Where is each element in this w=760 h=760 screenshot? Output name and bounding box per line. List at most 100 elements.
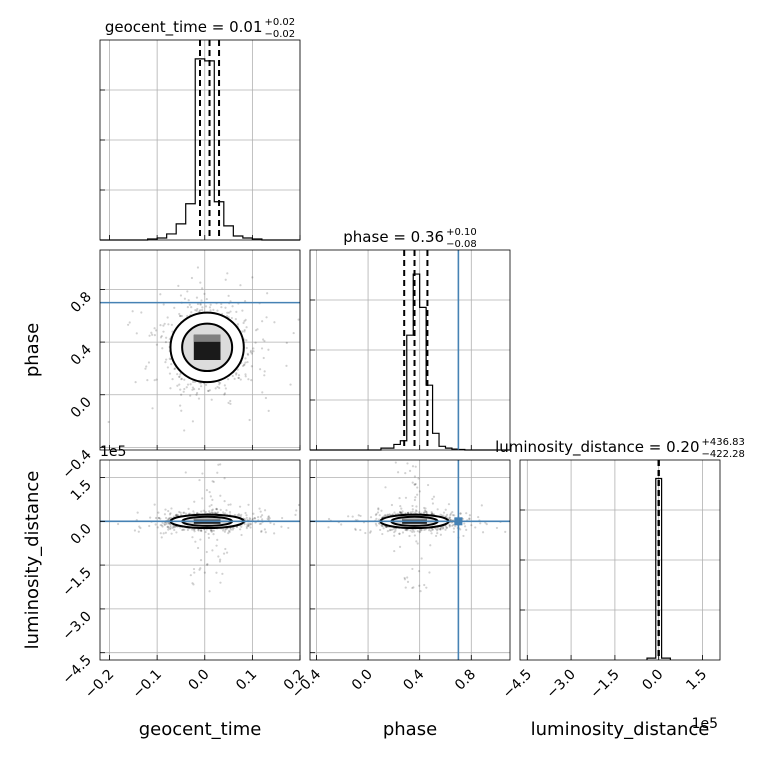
phase-vs-geocent-sample-point xyxy=(243,328,246,332)
lumdist-ytick-label: 0.0 xyxy=(68,521,95,548)
phase-vs-geocent-sample-point xyxy=(199,303,202,306)
lumdist-vs-geocent-sample-point xyxy=(231,528,234,531)
lumdist-vs-phase-sample-point xyxy=(423,511,426,514)
phase-vs-geocent-sample-point xyxy=(201,306,204,309)
phase-vs-geocent-sample-point xyxy=(236,323,240,326)
lumdist-vs-phase-sample-point xyxy=(388,513,391,516)
lumdist-vs-geocent-sample-point xyxy=(199,529,203,532)
lumdist-vs-geocent-sample-point xyxy=(164,508,167,511)
lumdist-vs-geocent-sample-point xyxy=(245,514,248,517)
phase-vs-geocent-sample-point xyxy=(216,309,219,312)
phase-vs-geocent-sample-point xyxy=(219,381,222,385)
lumdist-vs-phase-sample-point xyxy=(396,471,400,474)
lumdist-vs-geocent-sample-point xyxy=(192,528,195,531)
lumdist-vs-geocent-sample-point xyxy=(227,532,230,535)
lumdist-vs-geocent-sample-point xyxy=(215,544,218,547)
lumdist-vs-phase-sample-point xyxy=(417,569,421,573)
lumdist-vs-geocent-sample-point xyxy=(197,529,200,532)
phase-vs-geocent-sample-point xyxy=(178,312,181,316)
lumdist-vs-phase-sample-point xyxy=(381,524,384,527)
lumdist-x-offset-label: 1e5 xyxy=(692,716,718,732)
lumdist-vs-phase-sample-point xyxy=(449,512,453,515)
lumdist-vs-phase-sample-point xyxy=(479,522,482,525)
phase-vs-geocent-sample-point xyxy=(227,311,231,314)
phase-vs-geocent-sample-point xyxy=(241,330,244,333)
lumdist-vs-phase-sample-point xyxy=(411,481,414,484)
phase-vs-geocent-sample-point xyxy=(192,380,195,384)
lumdist-vs-phase-sample-point xyxy=(400,511,403,514)
lumdist-vs-phase-sample-point xyxy=(378,522,381,525)
phase-vs-geocent-sample-point xyxy=(249,349,252,352)
lumdist-vs-phase-sample-point xyxy=(425,457,427,459)
lumdist-vs-phase-sample-point xyxy=(439,533,442,536)
phase-vs-geocent-sample-point xyxy=(179,314,182,318)
phase-vs-geocent-sample-point xyxy=(239,378,242,381)
lumdist-vs-geocent-sample-point xyxy=(210,503,213,507)
lumdist-vs-phase-sample-point xyxy=(429,544,432,547)
geocent-time-title: geocent_time = 0.01 +0.02−0.02 xyxy=(105,17,295,40)
lumdist-vs-geocent-sample-point xyxy=(211,498,214,501)
lumdist-vs-geocent-sample-point xyxy=(217,463,220,466)
lumdist-vs-geocent-sample-point xyxy=(168,513,172,516)
phase-vs-geocent-sample-point xyxy=(205,383,208,386)
lumdist-vs-phase-sample-point xyxy=(477,515,480,519)
lumdist-vs-geocent-sample-point xyxy=(165,522,168,526)
lumdist-vs-phase-sample-point xyxy=(379,528,382,532)
phase-vs-geocent-sample-point xyxy=(75,290,77,292)
phase-vs-geocent-sample-point xyxy=(235,373,238,376)
lumdist-vs-geocent-sample-point xyxy=(267,518,270,521)
phase-vs-geocent-sample-point xyxy=(183,387,186,391)
lumdist-vs-phase-sample-point xyxy=(375,524,378,527)
lumdist-vs-phase-sample-point xyxy=(451,513,455,517)
phase-vs-geocent-sample-point xyxy=(201,287,204,290)
geocent-time-tick-label: 0.1 xyxy=(233,667,260,694)
lumdist-vs-geocent-sample-point xyxy=(200,529,203,533)
lumdist-vs-phase-sample-point xyxy=(432,495,436,498)
lumdist-vs-geocent-sample-point xyxy=(176,513,179,517)
geocent-time-title-main: geocent_time = 0.01 xyxy=(105,18,263,37)
phase-vs-geocent-sample-point xyxy=(166,316,169,319)
phase-vs-geocent-sample-point xyxy=(223,393,226,396)
lumdist-vs-phase-sample-point xyxy=(394,529,397,532)
phase-tick-label: 0.4 xyxy=(400,666,427,693)
lumdist-vs-geocent-sample-point xyxy=(161,521,164,524)
lumdist-vs-phase-sample-point xyxy=(424,511,428,514)
lumdist-vs-geocent-sample-point xyxy=(249,518,252,521)
phase-ytick-label: 0.4 xyxy=(68,342,95,369)
lumdist-vs-phase-sample-point xyxy=(392,528,395,531)
lumdist-vs-phase xyxy=(309,457,511,661)
lumdist-vs-geocent-sample-point xyxy=(245,516,248,519)
lumdist-vs-phase-sample-point xyxy=(411,465,415,468)
phase-vs-geocent-sample-point xyxy=(235,372,238,375)
lumdist-vs-geocent-sample-point xyxy=(266,517,269,520)
lumdist-vs-geocent-sample-point xyxy=(193,500,196,503)
lumdist-vs-geocent-sample-point xyxy=(261,518,264,521)
lumdist-vs-geocent-sample-point xyxy=(217,555,220,558)
phase-vs-geocent-sample-point xyxy=(226,272,229,275)
lumdist-vs-geocent-sample-point xyxy=(165,516,168,520)
lumdist-vs-phase-sample-point xyxy=(468,514,471,517)
lumdist-vs-geocent-sample-point xyxy=(236,514,239,517)
lumdist-vs-geocent-sample-point xyxy=(281,516,284,520)
lumdist-vs-geocent-sample-point xyxy=(253,517,256,520)
lumdist-vs-phase-sample-point xyxy=(378,522,381,525)
phase-vs-geocent-sample-point xyxy=(261,391,264,394)
phase-vs-geocent-sample-point xyxy=(235,310,238,313)
phase-vs-geocent-sample-point xyxy=(165,358,168,361)
lumdist-vs-geocent-sample-point xyxy=(229,528,232,531)
lumdist-vs-phase-sample-point xyxy=(439,526,443,529)
lumdist-vs-geocent-sample-point xyxy=(75,507,77,509)
phase-vs-geocent-sample-point xyxy=(186,383,190,386)
lumdist-vs-phase-sample-point xyxy=(389,528,392,531)
lumdist-vs-geocent-sample-point xyxy=(215,507,218,510)
phase-vs-geocent-sample-point xyxy=(195,393,198,396)
lumdist-vs-geocent-sample-point xyxy=(212,480,215,483)
lumdist-vs-phase-sample-point xyxy=(431,527,434,531)
lumdist-vs-geocent-sample-point xyxy=(167,522,170,525)
lumdist-title-sup: +436.83 xyxy=(702,437,745,448)
lumdist-vs-geocent-sample-point xyxy=(175,514,178,517)
lumdist-vs-geocent-sample-point xyxy=(183,528,186,531)
phase-vs-geocent-sample-point xyxy=(127,323,130,326)
lumdist-vs-geocent-sample-point xyxy=(192,567,196,571)
phase-vs-geocent-sample-point xyxy=(193,388,196,391)
